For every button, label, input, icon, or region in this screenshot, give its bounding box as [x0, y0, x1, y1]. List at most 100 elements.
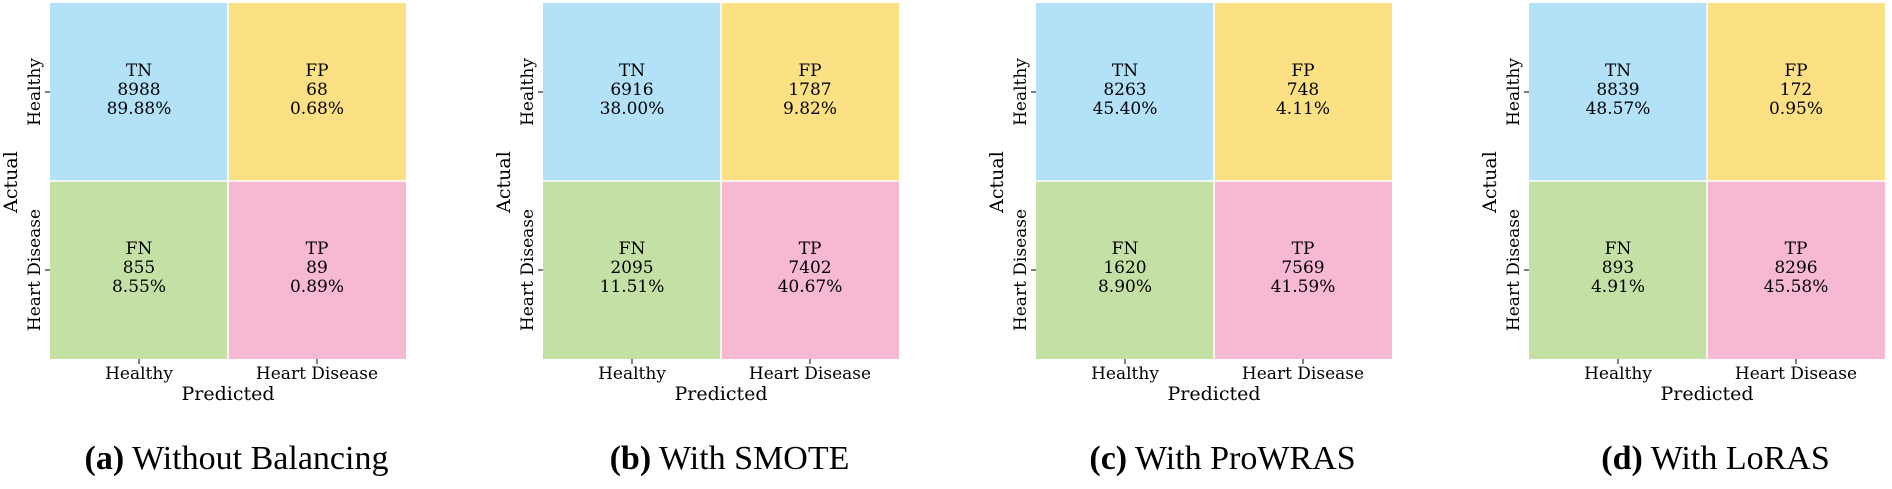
caption-text: With SMOTE: [659, 440, 850, 477]
cell-count: 748: [1287, 80, 1319, 100]
cell-label: TN: [619, 61, 645, 81]
subfigure-caption: (d) With LoRAS: [1479, 440, 1892, 478]
cell-percent: 4.91%: [1591, 277, 1645, 297]
matrix-cell-fp: [1214, 3, 1392, 181]
cell-count: 68: [306, 80, 328, 100]
x-tick-label: Healthy: [598, 364, 666, 384]
cell-count: 172: [1780, 80, 1812, 100]
confusion-matrix-panel: TN 8839 48.57% FP 172 0.95% FN 893 4.91% TP 8296 45…: [1479, 0, 1892, 489]
x-tick-label: Heart Disease: [749, 364, 871, 384]
cell-count: 8988: [117, 80, 160, 100]
subfigure-caption: (c) With ProWRAS: [986, 440, 1459, 478]
caption-text: With LoRAS: [1650, 440, 1830, 477]
caption-letter: (c): [1089, 440, 1128, 477]
x-tick-label: Healthy: [1091, 364, 1159, 384]
x-tick-label: Healthy: [105, 364, 173, 384]
y-tick-label: Healthy: [1504, 58, 1524, 126]
cell-count: 8263: [1103, 80, 1146, 100]
x-tick-label: Heart Disease: [1242, 364, 1364, 384]
confusion-matrix-panel: TN 8263 45.40% FP 748 4.11% FN 1620 8.90% TP 7569 4…: [986, 0, 1459, 489]
cell-percent: 45.58%: [1764, 277, 1829, 297]
y-tick-label: Heart Disease: [25, 209, 45, 331]
matrix-cell-fp: [228, 3, 406, 181]
matrix-cell-tp: [1214, 181, 1392, 359]
matrix-cell-tn: [50, 3, 228, 181]
cell-percent: 0.68%: [290, 99, 344, 119]
y-axis-title: Actual: [1479, 151, 1501, 214]
subfigure-caption: (a) Without Balancing: [0, 440, 473, 478]
cell-label: FN: [1605, 239, 1632, 259]
subfigure-caption: (b) With SMOTE: [493, 440, 966, 478]
cell-count: 8839: [1596, 80, 1639, 100]
x-tick-label: Heart Disease: [1735, 364, 1857, 384]
cell-count: 89: [306, 258, 328, 278]
cell-count: 893: [1602, 258, 1634, 278]
caption-letter: (b): [609, 440, 652, 477]
cell-count: 7569: [1281, 258, 1324, 278]
y-tick-label: Heart Disease: [1504, 209, 1524, 331]
cell-label: TP: [799, 239, 822, 259]
cell-label: TP: [1785, 239, 1808, 259]
x-tick-label: Healthy: [1584, 364, 1652, 384]
y-axis-title: Actual: [0, 151, 22, 214]
cell-percent: 48.57%: [1586, 99, 1651, 119]
cell-count: 7402: [788, 258, 831, 278]
caption-text: Without Balancing: [132, 440, 389, 477]
cell-count: 1787: [788, 80, 831, 100]
x-axis-title: Predicted: [1660, 383, 1753, 405]
cell-label: FP: [305, 61, 328, 81]
matrix-cell-tn: [543, 3, 721, 181]
matrix-cell-fn: [50, 181, 228, 359]
cell-count: 1620: [1103, 258, 1146, 278]
x-axis-title: Predicted: [674, 383, 767, 405]
cell-count: 855: [123, 258, 155, 278]
x-axis-title: Predicted: [181, 383, 274, 405]
cell-percent: 8.55%: [112, 277, 166, 297]
matrix-cell-tn: [1036, 3, 1214, 181]
cell-percent: 4.11%: [1276, 99, 1330, 119]
cell-count: 2095: [610, 258, 653, 278]
matrix-cell-tp: [228, 181, 406, 359]
cell-label: FN: [126, 239, 153, 259]
cell-label: FP: [798, 61, 821, 81]
cell-percent: 41.59%: [1271, 277, 1336, 297]
cell-label: TN: [126, 61, 152, 81]
y-axis-title: Actual: [986, 151, 1008, 214]
cell-label: FN: [619, 239, 646, 259]
cell-label: TN: [1112, 61, 1138, 81]
cell-percent: 11.51%: [600, 277, 665, 297]
y-tick-label: Heart Disease: [1011, 209, 1031, 331]
cell-label: TP: [1292, 239, 1315, 259]
cell-label: TN: [1605, 61, 1631, 81]
cell-percent: 38.00%: [600, 99, 665, 119]
cell-label: FP: [1784, 61, 1807, 81]
cell-percent: 89.88%: [107, 99, 172, 119]
matrix-cell-tn: [1529, 3, 1707, 181]
x-tick-label: Heart Disease: [256, 364, 378, 384]
y-tick-label: Healthy: [1011, 58, 1031, 126]
matrix-cell-fp: [1707, 3, 1885, 181]
cell-count: 8296: [1774, 258, 1817, 278]
cell-percent: 45.40%: [1093, 99, 1158, 119]
cell-percent: 40.67%: [778, 277, 843, 297]
cell-percent: 0.95%: [1769, 99, 1823, 119]
cell-label: FN: [1112, 239, 1139, 259]
matrix-cell-fp: [721, 3, 899, 181]
matrix-cell-fn: [543, 181, 721, 359]
matrix-cell-fn: [1529, 181, 1707, 359]
caption-text: With ProWRAS: [1135, 440, 1356, 477]
matrix-cell-tp: [1707, 181, 1885, 359]
y-tick-label: Healthy: [25, 58, 45, 126]
matrix-cell-fn: [1036, 181, 1214, 359]
y-axis-title: Actual: [493, 151, 515, 214]
cell-label: TP: [306, 239, 329, 259]
y-tick-label: Healthy: [518, 58, 538, 126]
x-axis-title: Predicted: [1167, 383, 1260, 405]
confusion-matrix-panel: TN 6916 38.00% FP 1787 9.82% FN 2095 11.51% TP 740…: [493, 0, 966, 489]
caption-letter: (d): [1601, 440, 1643, 477]
confusion-matrix-panel: TN 8988 89.88% FP 68 0.68% FN 855 8.55% TP 89 0.89%…: [0, 0, 473, 489]
